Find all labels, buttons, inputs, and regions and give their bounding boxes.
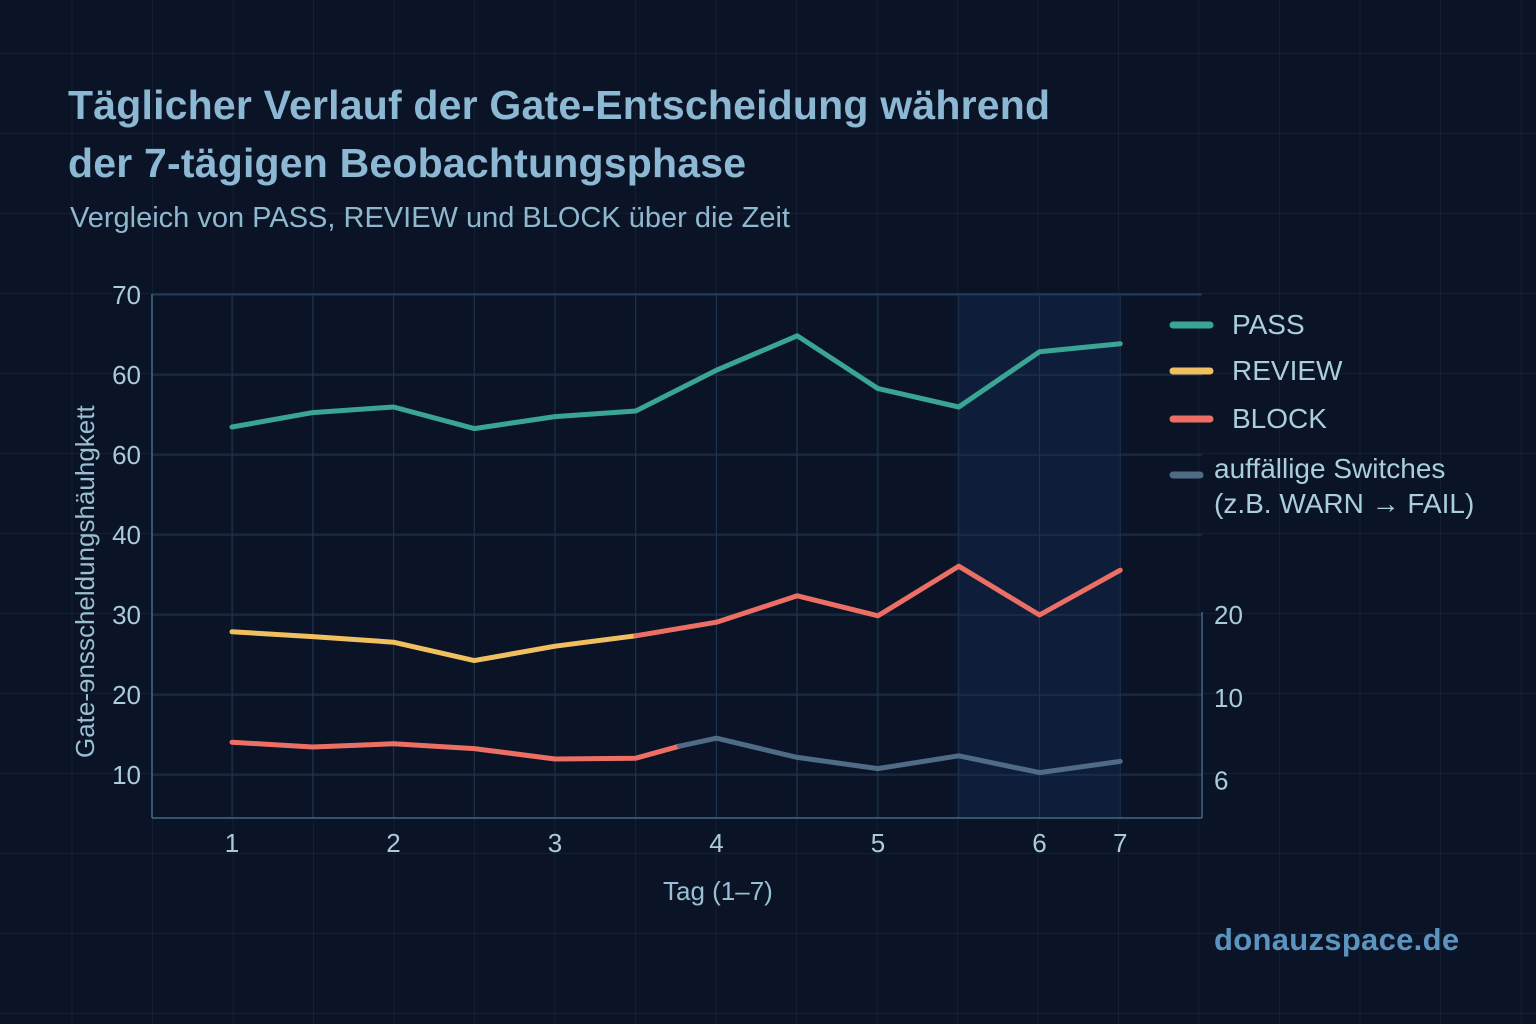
x-tick-label: 3 <box>548 828 562 858</box>
y-axis-ticks: 70 60 60 40 30 20 10 <box>112 280 141 790</box>
secondary-y-axis-ticks: 20 10 6 <box>1214 600 1243 796</box>
series-line-block <box>229 739 682 762</box>
x-axis-title: Tag (1–7) <box>663 876 773 906</box>
legend-label-switches-line-1: auffällige Switches <box>1214 453 1445 484</box>
series-pass <box>229 333 1123 432</box>
chart-subtitle: Vergleich von PASS, REVIEW und BLOCK übe… <box>70 202 790 234</box>
series-review <box>229 629 639 664</box>
chart-title-line-2: der 7-tägigen Beobachtungsphase <box>68 140 747 186</box>
y-tick-label: 20 <box>112 680 141 710</box>
x-tick-label: 4 <box>709 828 723 858</box>
x-tick-label: 1 <box>225 828 239 858</box>
watermark-link[interactable]: donauzspace.de <box>1214 922 1460 957</box>
series-switches <box>676 735 1123 776</box>
y-tick-label: 10 <box>112 760 141 790</box>
y-tick-label: 70 <box>112 280 141 310</box>
legend: PASS REVIEW BLOCK auffällige Switches (z… <box>1169 309 1474 519</box>
x-tick-label: 6 <box>1032 828 1046 858</box>
series-line-pass <box>229 333 1123 432</box>
x-tick-label: 7 <box>1113 828 1127 858</box>
y-tick-label: 60 <box>112 440 141 470</box>
series-block <box>229 563 1123 762</box>
x-axis-ticks: 1 2 3 4 5 6 7 <box>225 828 1128 858</box>
x-tick-label: 2 <box>386 828 400 858</box>
y-tick-label: 60 <box>112 360 141 390</box>
legend-label-review: REVIEW <box>1232 355 1343 386</box>
series-line-review <box>229 629 639 664</box>
legend-label-block: BLOCK <box>1232 403 1327 434</box>
y-axis-title: Gate-ɘnsscheldungshäuhgkett <box>70 405 100 758</box>
chart-title-line-1: Täglicher Verlauf der Gate-Entscheidung … <box>68 82 1051 128</box>
legend-label-pass: PASS <box>1232 309 1305 340</box>
gridlines <box>152 294 1202 818</box>
y-tick-label: 30 <box>112 600 141 630</box>
secondary-y-tick-label: 6 <box>1214 766 1228 796</box>
secondary-y-tick-label: 10 <box>1214 683 1243 713</box>
legend-label-switches-line-2: (z.B. WARN → FAIL) <box>1214 488 1474 519</box>
y-tick-label: 40 <box>112 520 141 550</box>
series-lines <box>229 333 1123 776</box>
chart-title: Täglicher Verlauf der Gate-Entscheidung … <box>68 76 1218 192</box>
x-tick-label: 5 <box>871 828 885 858</box>
axes <box>151 293 1203 819</box>
secondary-y-tick-label: 20 <box>1214 600 1243 630</box>
